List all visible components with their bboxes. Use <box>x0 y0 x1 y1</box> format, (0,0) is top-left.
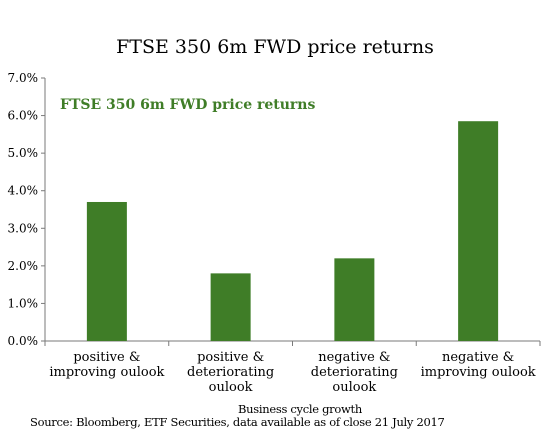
bar <box>210 273 251 341</box>
y-tick-label: 1.0% <box>8 296 39 310</box>
y-tick-label: 2.0% <box>8 259 39 273</box>
y-tick-label: 3.0% <box>8 221 39 235</box>
x-category-label: negative & improving oulook <box>421 350 536 380</box>
x-category-label: negative & deteriorating oulook <box>311 350 398 395</box>
y-tick-label: 7.0% <box>8 71 39 85</box>
x-axis-label: Business cycle growth <box>238 402 362 416</box>
y-tick-label: 0.0% <box>8 334 39 348</box>
source-note: Source: Bloomberg, ETF Securities, data … <box>30 415 445 429</box>
x-category-label: positive & deteriorating oulook <box>187 350 274 395</box>
y-tick-label: 4.0% <box>8 184 39 198</box>
legend-entry: FTSE 350 6m FWD price returns <box>60 97 315 113</box>
x-category-label: positive & improving oulook <box>49 350 164 380</box>
bar <box>458 121 499 341</box>
bar <box>334 258 375 341</box>
y-tick-label: 5.0% <box>8 146 39 160</box>
bar <box>86 201 127 341</box>
chart-title: FTSE 350 6m FWD price returns <box>116 36 434 58</box>
y-tick-label: 6.0% <box>8 109 39 123</box>
